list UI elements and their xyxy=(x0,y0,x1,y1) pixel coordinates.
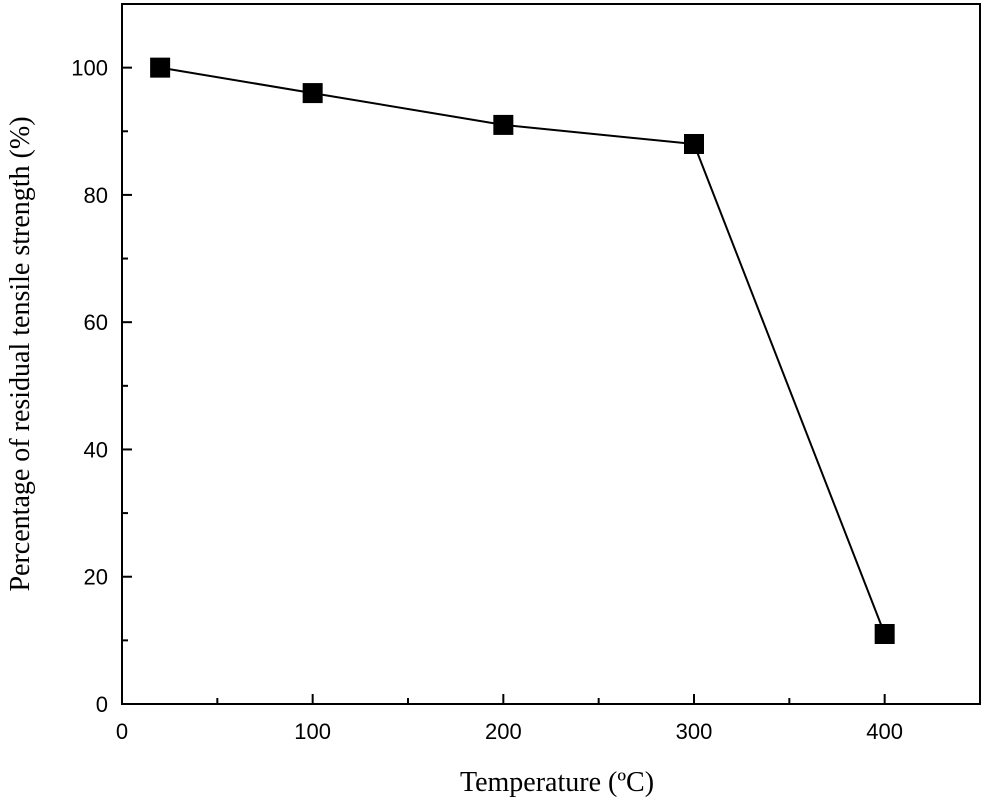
x-tick-label: 300 xyxy=(676,719,713,744)
series-line-segment xyxy=(312,92,504,126)
data-point-marker xyxy=(150,57,171,78)
ticks xyxy=(121,66,981,705)
tick-labels: 0 100 200 300 400 0 20 40 60 80 100 xyxy=(71,56,903,744)
y-tick-label: 40 xyxy=(84,437,108,462)
x-axis-title: Temperature (ºC) xyxy=(460,767,654,798)
axes xyxy=(121,3,981,705)
data-point-marker xyxy=(684,134,704,154)
y-tick-label: 80 xyxy=(84,183,108,208)
series-line-segment xyxy=(693,143,886,635)
x-tick-label: 100 xyxy=(294,719,331,744)
data-point-marker xyxy=(874,624,895,644)
x-tick-label: 0 xyxy=(116,719,128,744)
y-axis-title: Percentage of residual tensile strength … xyxy=(5,116,36,591)
series-markers xyxy=(150,57,895,644)
data-point-marker xyxy=(302,83,323,104)
x-tick-label: 200 xyxy=(485,719,522,744)
data-point-marker xyxy=(493,114,514,135)
y-tick-label: 20 xyxy=(84,565,108,590)
series-lines xyxy=(159,66,886,635)
series-line-segment xyxy=(503,123,695,145)
series-line-segment xyxy=(159,66,313,95)
x-tick-label: 400 xyxy=(866,719,903,744)
y-tick-label: 100 xyxy=(71,56,108,81)
y-tick-label: 60 xyxy=(84,310,108,335)
y-tick-label: 0 xyxy=(96,692,108,717)
plot-frame xyxy=(121,3,981,705)
